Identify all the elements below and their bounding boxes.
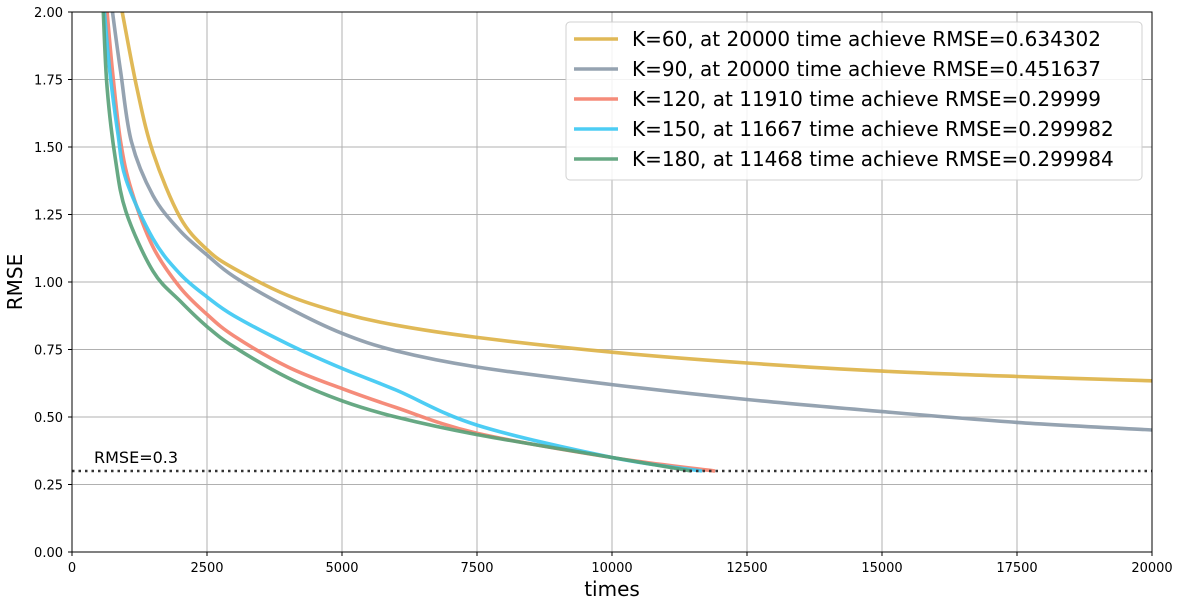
legend-box [565,21,1143,181]
legend-label: K=150, at 11667 time achieve RMSE=0.2999… [632,117,1114,141]
y-tick-label: 0.50 [34,411,63,426]
y-tick-label: 1.50 [34,141,63,156]
y-axis-ticks: 0.00 0.25 0.50 0.75 1.00 1.25 1.50 1.75 2.00 [34,6,72,561]
series-line-2 [110,12,1152,432]
series-line-1 [120,12,1152,383]
x-tick-label: 20000 [1131,561,1172,576]
legend-label: K=90, at 20000 time achieve RMSE=0.45163… [632,57,1101,81]
series-line-4 [102,12,703,473]
x-tick-label: 2500 [190,561,223,576]
x-tick-label: 0 [68,561,76,576]
x-tick-label: 5000 [325,561,358,576]
x-tick-label: 7500 [460,561,493,576]
threshold-group: RMSE=0.3 [72,448,1152,473]
legend-label: K=120, at 11910 time achieve RMSE=0.2999… [632,87,1101,111]
y-tick-label: 0.75 [34,344,63,359]
x-tick-label: 17500 [996,561,1037,576]
y-tick-label: 0.00 [34,546,63,561]
x-tick-label: 10000 [591,561,632,576]
legend-label: K=60, at 20000 time achieve RMSE=0.63430… [632,27,1101,51]
threshold-label: RMSE=0.3 [94,448,178,467]
y-axis-title: RMSE [3,254,27,310]
y-tick-label: 1.00 [34,276,63,291]
x-axis-title: times [584,577,640,600]
series-line-5 [101,12,692,473]
series-lines [101,12,1152,473]
y-tick-label: 1.75 [34,74,63,89]
legend-label: K=180, at 11468 time achieve RMSE=0.2999… [632,147,1114,171]
y-tick-label: 0.25 [34,479,63,494]
x-tick-label: 12500 [726,561,767,576]
x-tick-label: 15000 [861,561,902,576]
x-axis-ticks: 0 2500 5000 7500 10000 12500 15000 17500 20000 [68,552,1173,576]
y-tick-label: 2.00 [34,6,63,21]
y-tick-label: 1.25 [34,209,63,224]
legend: K=60, at 20000 time achieve RMSE=0.63430… [565,21,1143,181]
